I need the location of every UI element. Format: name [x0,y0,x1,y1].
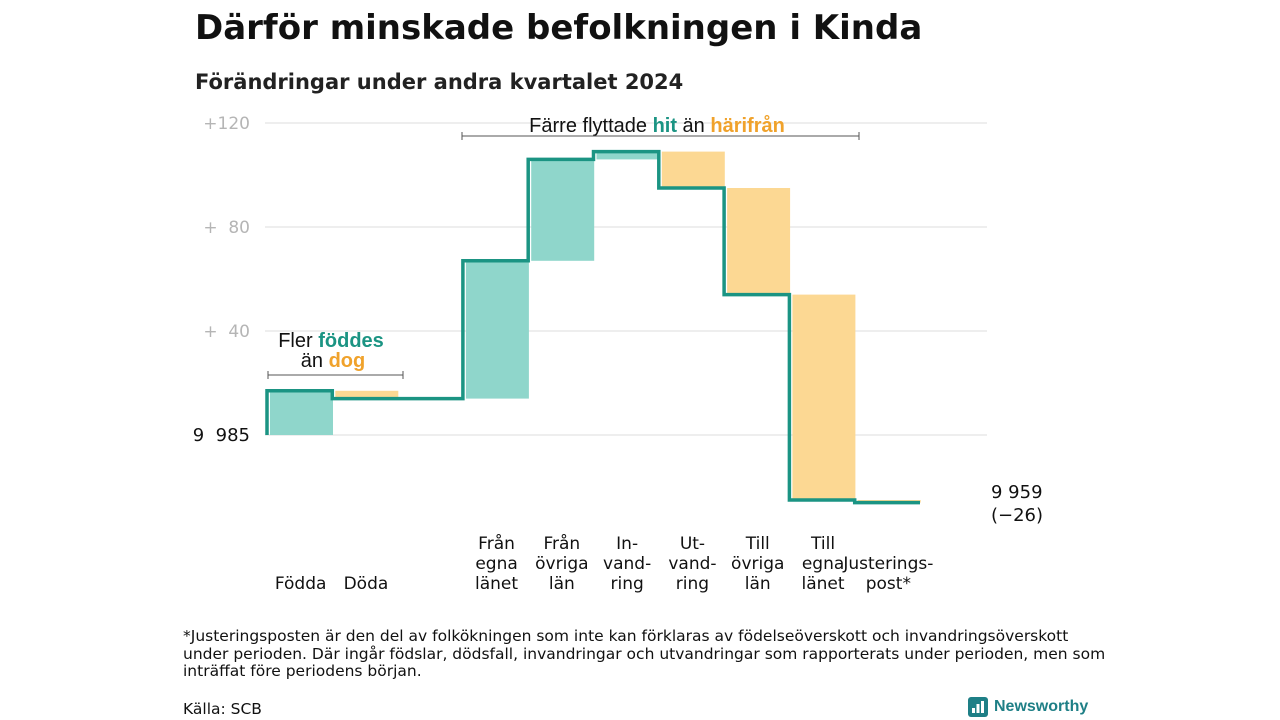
births-annotation-text: än [301,350,329,372]
y-tick-label: +120 [203,114,250,134]
category-label: Födda [275,574,327,594]
births-annotation-text: Fler [278,330,318,352]
migration-annotation-highlight: härifrån [710,114,784,137]
bar-decrease [661,151,725,188]
category-label: övriga [731,554,784,574]
category-label: Döda [344,574,389,594]
chart-title: Därför minskade befolkningen i Kinda [195,8,923,48]
category-label: ring [676,574,709,594]
category-label: Från [543,533,580,554]
bar-decrease [727,188,791,295]
category-label: Från [478,533,515,554]
bar-decrease [335,390,399,399]
migration-annotation-text: Färre flyttade hit än härifrån [529,114,785,137]
waterfall-chart: +120+ 80+ 409 985 Födda DödaFrånegnalänet… [193,114,1043,594]
source-note: Källa: SCB [183,700,262,718]
category-label: ring [611,574,644,594]
bar-increase [465,260,529,399]
category-labels: Födda DödaFrånegnalänetFrånövrigalänIn-va… [275,533,934,594]
category-label: post* [866,574,911,594]
category-label: Till [810,534,835,554]
cumulative-step-line [265,149,920,505]
y-tick-label: + 80 [203,218,250,238]
end-net-change: (−26) [991,505,1043,526]
y-tick-label: + 40 [203,322,250,342]
category-label: egna [802,554,844,574]
footnote: *Justeringsposten är den del av folkökni… [183,627,1106,680]
y-tick-label: 9 985 [193,425,250,446]
births-annotation-highlight: dog [329,350,366,372]
category-label: vand- [668,554,716,574]
bar-increase [270,390,333,435]
brand-logo: Newsworthy [968,697,1088,717]
chart-subtitle: Förändringar under andra kvartalet 2024 [195,70,684,94]
category-label: egna [475,554,517,574]
bar-decrease [792,294,856,500]
migration-annotation-text: än [677,115,710,137]
bars [270,151,921,503]
births-annotation: Fler föddes än dog [267,330,404,379]
category-label: In- [616,534,638,554]
births-bracket [267,371,404,379]
category-label: övriga [535,554,588,574]
migration-annotation: Färre flyttade hit än härifrån [461,114,860,140]
migration-bracket [461,132,860,140]
category-label: länet [802,574,845,594]
brand-name: Newsworthy [994,698,1089,715]
end-value-label: 9 959 (−26) [991,482,1043,526]
category-label: vand- [603,554,651,574]
category-label: Ut- [680,534,705,554]
migration-annotation-text: Färre flyttade [529,115,652,137]
migration-annotation-highlight: hit [653,115,678,137]
bar-chart-logo-icon [968,697,988,717]
category-label: Justerings- [842,554,933,574]
y-axis-ticks: +120 + 80 + 40 9 985 [193,114,250,446]
category-label: länet [475,574,518,594]
births-annotation-line1: Fler föddes [278,330,384,352]
births-annotation-highlight: föddes [318,330,384,352]
bar-increase [596,151,660,160]
category-label: Till [745,534,770,554]
gridlines [265,122,987,436]
category-label: län [549,574,575,594]
births-annotation-line2: än dog [301,350,365,372]
bar-increase [531,159,595,261]
category-label: län [745,574,771,594]
end-value: 9 959 [991,482,1043,503]
